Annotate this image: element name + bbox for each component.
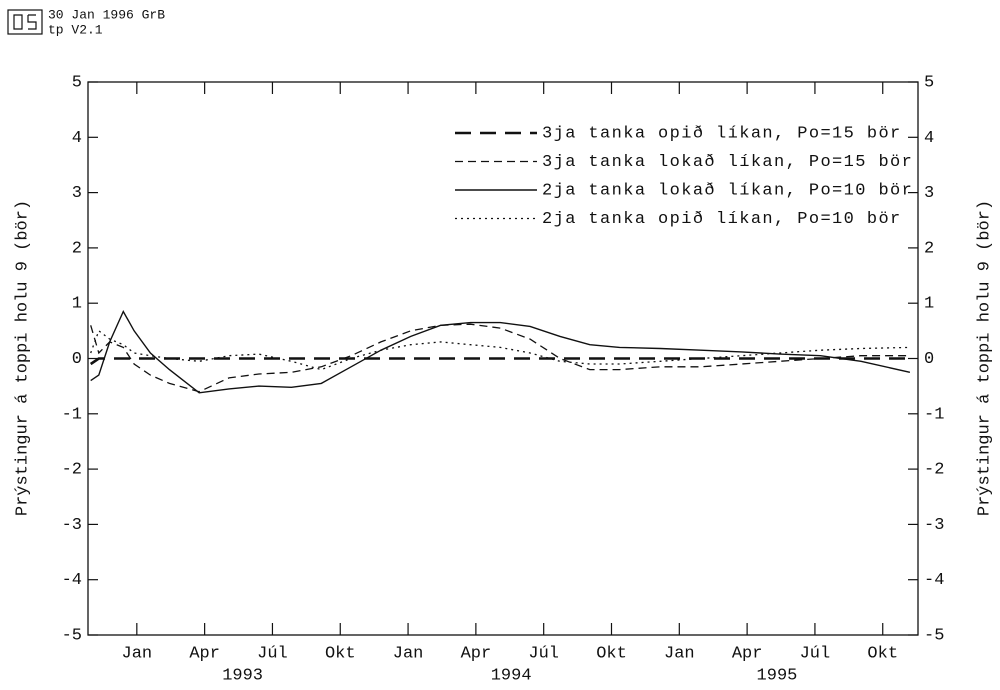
legend-label: 2ja tanka lokað líkan, Po=10 bör (542, 181, 913, 200)
y2-tick-label: 1 (924, 295, 934, 314)
year-label: 1993 (222, 666, 263, 685)
y2-tick-label: -2 (924, 461, 944, 480)
x-tick-label: Júl (528, 644, 559, 663)
x-tick-label: Jan (122, 644, 153, 663)
x-tick-label: Apr (461, 644, 492, 663)
legend-label: 3ja tanka lokað líkan, Po=15 bör (542, 153, 913, 172)
x-tick-label: Jan (393, 644, 424, 663)
y-tick-label: 3 (72, 184, 82, 203)
y-axis-label: Prýstingur á toppi holu 9 (bör) (13, 200, 32, 516)
y-tick-label: -5 (62, 626, 82, 645)
y-tick-label: -1 (62, 405, 82, 424)
y2-axis-label: Prýstingur á toppi holu 9 (bör) (975, 200, 994, 516)
year-label: 1994 (491, 666, 532, 685)
y-tick-label: 0 (72, 350, 82, 369)
y2-tick-label: -5 (924, 626, 944, 645)
x-tick-label: Jan (664, 644, 695, 663)
logo (7, 9, 43, 35)
y2-tick-label: -3 (924, 516, 944, 535)
legend-label: 2ja tanka opið líkan, Po=10 bör (542, 210, 902, 229)
y-tick-label: 4 (72, 129, 82, 148)
series-line (89, 357, 910, 366)
x-tick-label: Okt (867, 644, 898, 663)
y-tick-label: 2 (72, 239, 82, 258)
y-tick-label: -3 (62, 516, 82, 535)
series-line (90, 323, 910, 393)
x-tick-label: Okt (596, 644, 627, 663)
header-line: tp V2.1 (48, 22, 103, 37)
y2-tick-label: -1 (924, 405, 944, 424)
y2-tick-label: 2 (924, 239, 934, 258)
y-tick-label: 5 (72, 73, 82, 92)
y2-tick-label: 4 (924, 129, 934, 148)
x-tick-label: Apr (189, 644, 220, 663)
x-tick-label: Okt (325, 644, 356, 663)
x-tick-label: Apr (732, 644, 763, 663)
y2-tick-label: 5 (924, 73, 934, 92)
x-tick-label: Júl (257, 644, 288, 663)
y-tick-label: -2 (62, 461, 82, 480)
header-line: 30 Jan 1996 GrB (48, 7, 165, 22)
y-tick-label: -4 (62, 571, 82, 590)
y-tick-label: 1 (72, 295, 82, 314)
y2-tick-label: 0 (924, 350, 934, 369)
legend-label: 3ja tanka opið líkan, Po=15 bör (542, 124, 902, 143)
series-line (90, 329, 910, 371)
x-tick-label: Júl (800, 644, 831, 663)
y2-tick-label: 3 (924, 184, 934, 203)
year-label: 1995 (757, 666, 798, 685)
series-line (90, 309, 911, 394)
y2-tick-label: -4 (924, 571, 944, 590)
